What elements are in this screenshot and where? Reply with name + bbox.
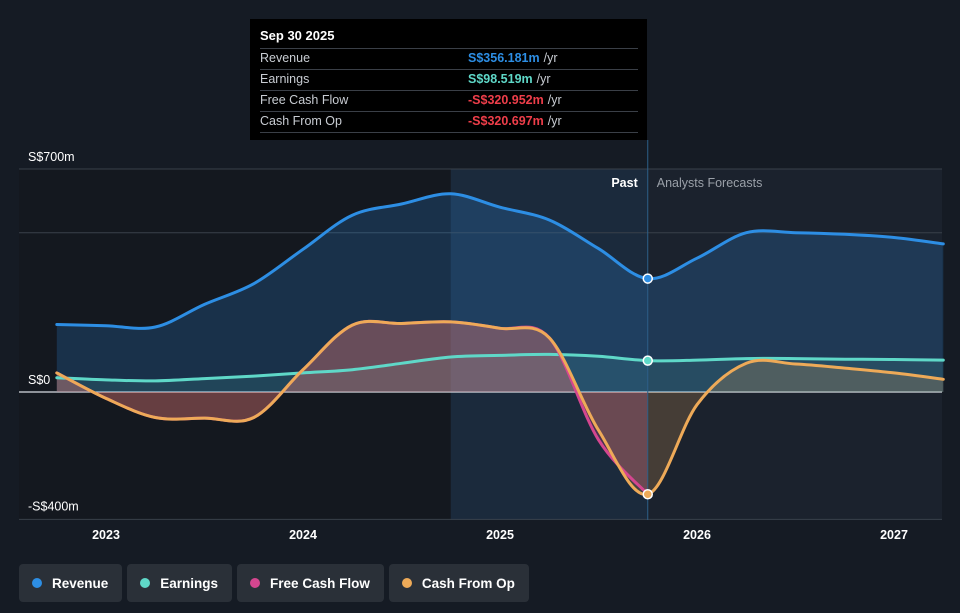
revenue-marker	[642, 273, 653, 284]
legend-dot-icon	[250, 578, 261, 588]
legend-item-revenue[interactable]: Revenue	[19, 564, 123, 602]
x-tick-label: 2027	[880, 528, 908, 542]
tooltip-value: S$98.519m	[468, 72, 533, 86]
tooltip-unit: /yr	[547, 93, 562, 107]
legend-dot-icon	[32, 578, 42, 588]
legend-label: Free Cash Flow	[270, 575, 370, 591]
y-axis-labels: S$700m S$0 -S$400m	[28, 150, 79, 513]
tooltip-row-free-cash-flow: Free Cash Flow -S$320.952m /yr	[260, 90, 638, 111]
forecast-label: Analysts Forecasts	[657, 176, 763, 190]
x-tick-label: 2025	[486, 528, 514, 542]
y-tick-label: S$700m	[28, 150, 75, 164]
tooltip-row-revenue: Revenue S$356.181m /yr	[260, 48, 638, 69]
legend: Revenue Earnings Free Cash Flow Cash Fro…	[19, 564, 534, 602]
y-tick-label: S$0	[28, 373, 50, 387]
legend-item-cash-from-op[interactable]: Cash From Op	[388, 564, 529, 602]
tooltip-row-earnings: Earnings S$98.519m /yr	[260, 69, 638, 90]
legend-dot-icon	[140, 578, 151, 588]
x-tick-label: 2023	[92, 528, 120, 542]
tooltip-value: S$356.181m	[468, 51, 540, 65]
earnings-line	[55, 352, 945, 383]
legend-label: Cash From Op	[421, 575, 515, 591]
cash-from-op-marker	[642, 489, 653, 500]
tooltip-unit: /yr	[543, 51, 558, 65]
x-axis-labels: 2023 2024 2025 2026 2027	[92, 528, 908, 542]
y-tick-label: -S$400m	[28, 499, 79, 513]
tooltip-row-cash-from-op: Cash From Op -S$320.697m /yr	[260, 111, 638, 133]
tooltip: Sep 30 2025 Revenue S$356.181m /yr Earni…	[250, 19, 647, 140]
gridlines	[19, 168, 942, 520]
tooltip-value: -S$320.952m	[468, 93, 544, 107]
tooltip-label: Free Cash Flow	[260, 93, 349, 107]
past-label: Past	[611, 176, 638, 190]
x-tick-label: 2024	[289, 528, 317, 542]
tooltip-unit: /yr	[536, 72, 551, 86]
tooltip-label: Cash From Op	[260, 114, 342, 128]
legend-item-earnings[interactable]: Earnings	[127, 564, 233, 602]
legend-dot-icon	[401, 578, 412, 588]
earnings-marker	[642, 355, 653, 366]
series-lines	[55, 192, 945, 496]
tooltip-value: -S$320.697m	[468, 114, 544, 128]
legend-label: Revenue	[52, 575, 109, 591]
cash-from-op-line	[55, 319, 945, 496]
legend-item-free-cash-flow[interactable]: Free Cash Flow	[237, 564, 384, 602]
series-markers	[642, 273, 653, 500]
earnings-area	[56, 354, 944, 392]
tooltip-unit: /yr	[547, 114, 562, 128]
tooltip-label: Earnings	[260, 72, 310, 86]
tooltip-date: Sep 30 2025	[260, 28, 335, 43]
legend-label: Earnings	[160, 575, 219, 591]
revenue-area	[56, 193, 944, 392]
x-tick-label: 2026	[683, 528, 711, 542]
tooltip-label: Revenue	[260, 51, 311, 65]
free-cash-flow-area	[56, 321, 648, 495]
revenue-line	[55, 192, 945, 330]
